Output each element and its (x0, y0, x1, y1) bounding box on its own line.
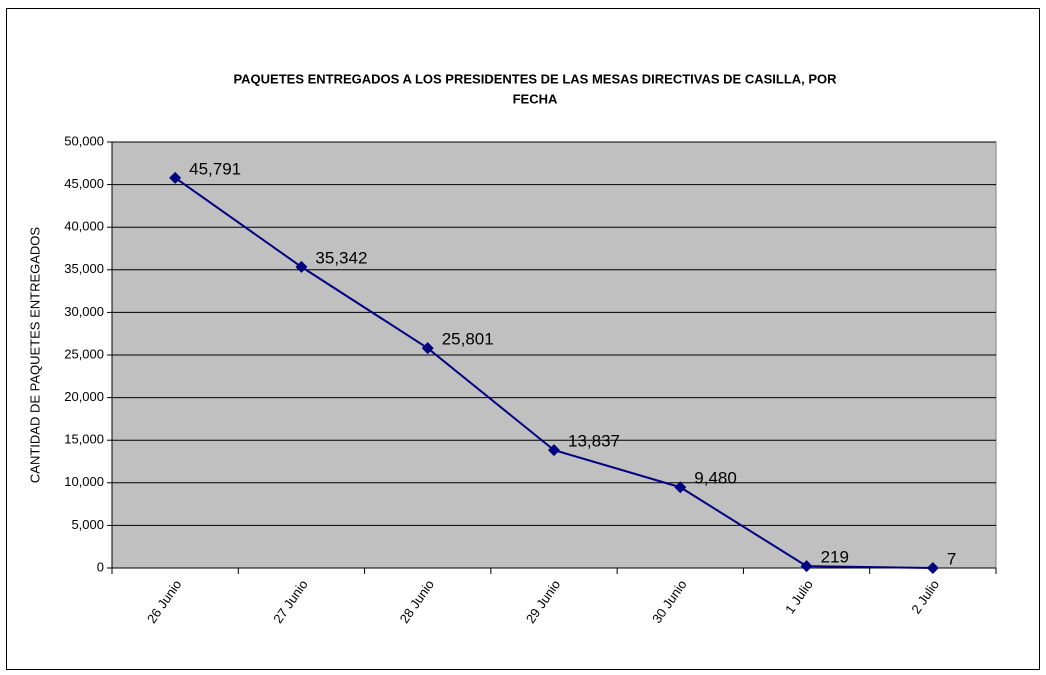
point-marker (295, 260, 308, 273)
point-marker (674, 481, 687, 494)
data-label: 35,342 (315, 248, 367, 267)
y-tick-label: 15,000 (64, 432, 104, 447)
y-tick-label: 20,000 (64, 389, 104, 404)
chart-title: FECHA (513, 91, 558, 106)
point-marker (169, 171, 182, 184)
data-label: 7 (947, 549, 956, 568)
data-label: 219 (821, 548, 849, 567)
y-tick-label: 40,000 (64, 219, 104, 234)
y-tick-label: 10,000 (64, 474, 104, 489)
point-marker (926, 561, 939, 574)
y-tick-label: 5,000 (71, 517, 104, 532)
y-tick-label: 45,000 (64, 176, 104, 191)
y-axis-title: CANTIDAD DE PAQUETES ENTREGADOS (27, 227, 42, 484)
point-marker (548, 444, 560, 457)
y-tick-label: 35,000 (64, 261, 104, 276)
point-marker (421, 342, 434, 355)
data-label: 9,480 (694, 469, 737, 488)
data-label: 45,791 (189, 159, 241, 178)
data-label: 25,801 (442, 330, 494, 349)
data-label: 13,837 (568, 432, 620, 451)
y-tick-label: 30,000 (64, 304, 104, 319)
point-marker (800, 560, 813, 573)
chart-title: PAQUETES ENTREGADOS A LOS PRESIDENTES DE… (233, 71, 837, 86)
y-tick-label: 0 (97, 559, 104, 574)
y-tick-label: 25,000 (64, 346, 104, 361)
y-tick-label: 50,000 (64, 133, 104, 148)
